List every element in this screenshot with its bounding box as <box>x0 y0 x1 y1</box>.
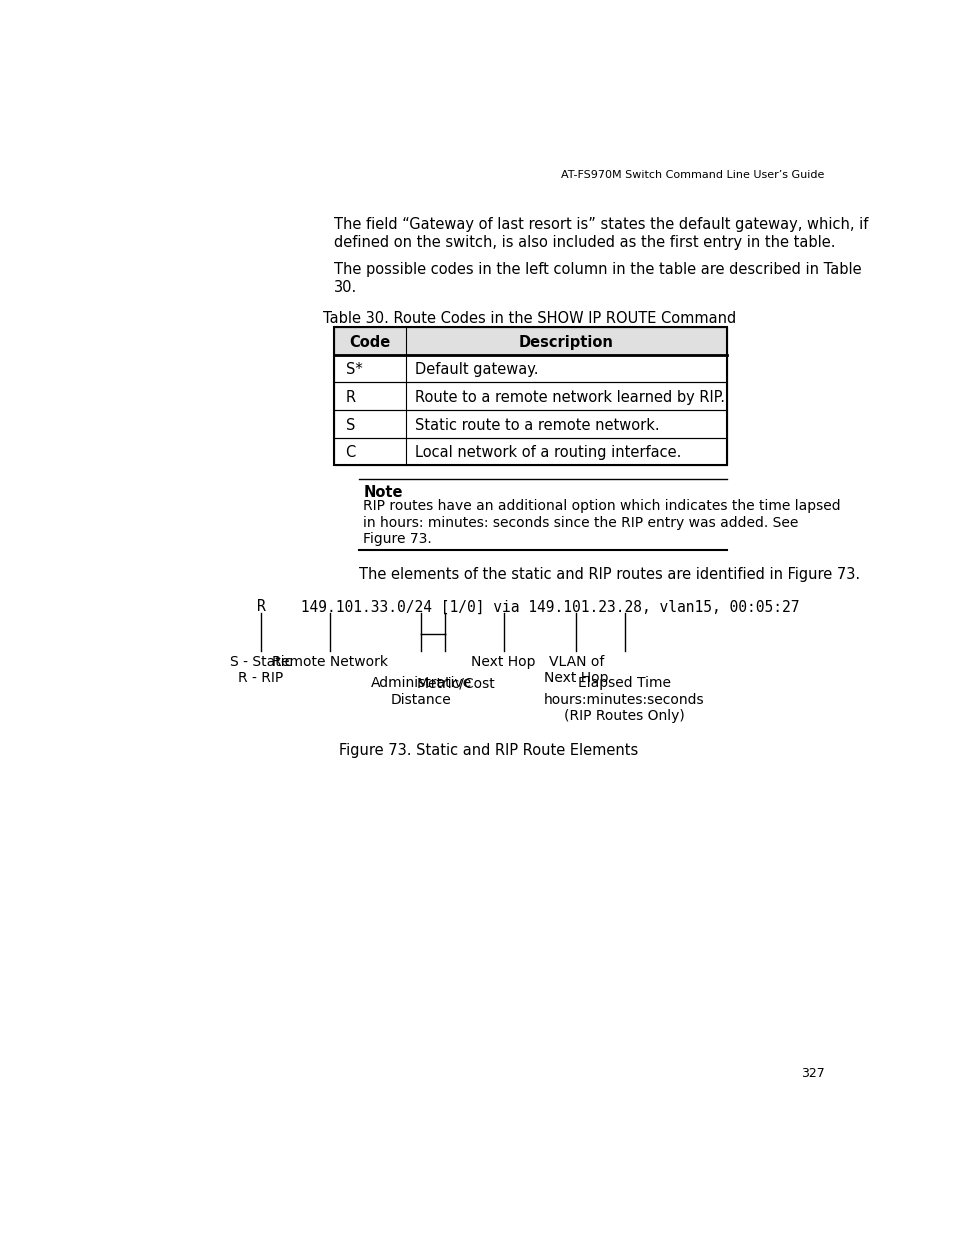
Text: Local network of a routing interface.: Local network of a routing interface. <box>415 446 681 461</box>
Text: Next Hop: Next Hop <box>471 655 536 669</box>
Text: Remote Network: Remote Network <box>272 655 388 669</box>
Text: The elements of the static and RIP routes are identified in Figure 73.: The elements of the static and RIP route… <box>359 567 860 582</box>
Text: RIP routes have an additional option which indicates the time lapsed
in hours: m: RIP routes have an additional option whi… <box>363 499 841 546</box>
Text: VLAN of
Next Hop: VLAN of Next Hop <box>543 655 608 685</box>
Text: R: R <box>257 599 266 615</box>
Text: AT-FS970M Switch Command Line User’s Guide: AT-FS970M Switch Command Line User’s Gui… <box>560 169 823 180</box>
Bar <box>334 437 726 466</box>
Text: S: S <box>345 417 355 432</box>
Text: 149.101.33.0/24 [1/0] via 149.101.23.28, vlan15, 00:05:27: 149.101.33.0/24 [1/0] via 149.101.23.28,… <box>257 599 799 615</box>
Text: Code: Code <box>349 335 390 350</box>
Bar <box>334 327 726 466</box>
Text: C: C <box>345 446 355 461</box>
Text: The possible codes in the left column in the table are described in Table
30.: The possible codes in the left column in… <box>334 262 861 295</box>
Text: S*: S* <box>345 362 362 377</box>
Text: Figure 73. Static and RIP Route Elements: Figure 73. Static and RIP Route Elements <box>339 743 638 758</box>
Text: Description: Description <box>518 335 613 350</box>
Bar <box>334 354 726 383</box>
Text: Administrative
Distance: Administrative Distance <box>371 677 472 706</box>
Text: Default gateway.: Default gateway. <box>415 362 538 377</box>
Text: Table 30. Route Codes in the SHOW IP ROUTE Command: Table 30. Route Codes in the SHOW IP ROU… <box>323 311 736 326</box>
Text: 327: 327 <box>800 1067 823 1079</box>
Bar <box>334 410 726 437</box>
Bar <box>334 327 726 354</box>
Text: S - Static
R - RIP: S - Static R - RIP <box>230 655 292 685</box>
Text: Elapsed Time
hours:minutes:seconds
(RIP Routes Only): Elapsed Time hours:minutes:seconds (RIP … <box>543 677 704 722</box>
Text: Static route to a remote network.: Static route to a remote network. <box>415 417 659 432</box>
Text: The field “Gateway of last resort is” states the default gateway, which, if
defi: The field “Gateway of last resort is” st… <box>334 217 867 249</box>
Text: R: R <box>345 390 355 405</box>
Text: Route to a remote network learned by RIP.: Route to a remote network learned by RIP… <box>415 390 724 405</box>
Text: Metric/Cost: Metric/Cost <box>416 677 496 690</box>
Bar <box>334 327 726 354</box>
Text: Note: Note <box>363 485 402 500</box>
Bar <box>334 383 726 410</box>
